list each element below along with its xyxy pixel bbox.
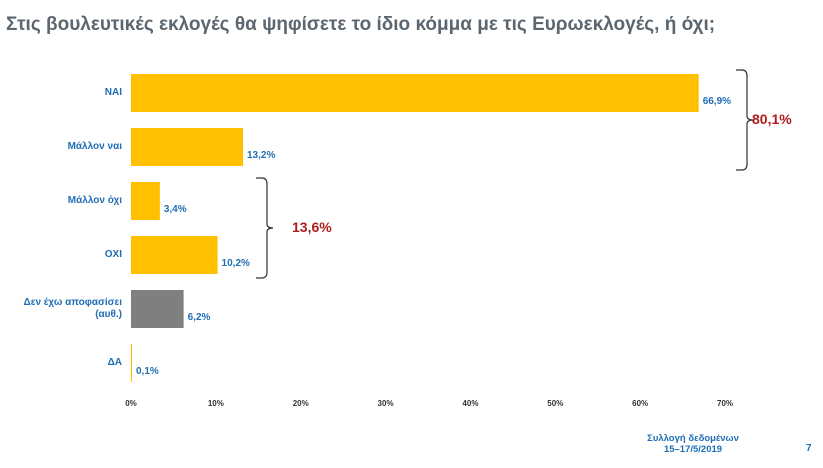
value-label-5: 0,1% (136, 366, 159, 377)
x-tick-label-6: 60% (632, 399, 649, 408)
brace-label-0: 80,1% (752, 111, 792, 127)
category-label-4: Δεν έχω αποφασίσει (αυθ.) (23, 297, 122, 320)
category-label-5: ΔΑ (107, 357, 122, 368)
x-tick-label-5: 50% (547, 399, 564, 408)
x-tick-label-7: 70% (716, 399, 734, 408)
x-tick-label-0: 0% (125, 399, 137, 408)
brace-0 (736, 69, 754, 171)
bar-3 (131, 236, 218, 274)
bar-5 (131, 344, 132, 382)
data-collection-note: Συλλογή δεδομένων 15–17/5/2019 (628, 433, 758, 455)
category-label-3: ΟΧΙ (104, 249, 122, 260)
data-collection-dates: 15–17/5/2019 (663, 444, 723, 455)
value-label-1: 13,2% (247, 150, 276, 161)
value-label-4: 6,2% (187, 312, 211, 323)
value-label-0: 66,9% (702, 96, 732, 107)
bar-4 (131, 290, 184, 328)
x-tick-label-4: 40% (462, 399, 479, 408)
category-label-1: Μάλλον ναι (67, 141, 122, 152)
category-label-2: Μάλλον όχι (67, 195, 122, 206)
value-label-3: 10,2% (221, 258, 250, 269)
brace-1 (256, 177, 274, 279)
data-collection-label: Συλλογή δεδομένων (647, 433, 739, 444)
value-label-2: 3,4% (163, 204, 187, 215)
category-label-0: ΝΑΙ (104, 87, 122, 98)
bar-0 (131, 74, 699, 112)
bar-1 (131, 128, 244, 166)
page-number: 7 (806, 443, 812, 454)
bar-2 (131, 182, 160, 220)
x-tick-label-2: 20% (292, 399, 309, 408)
brace-label-1: 13,6% (292, 219, 332, 235)
x-tick-label-3: 30% (377, 399, 394, 408)
chart-title: Στις βουλευτικές εκλογές θα ψηφίσετε το … (6, 14, 716, 35)
x-tick-label-1: 10% (207, 399, 224, 408)
